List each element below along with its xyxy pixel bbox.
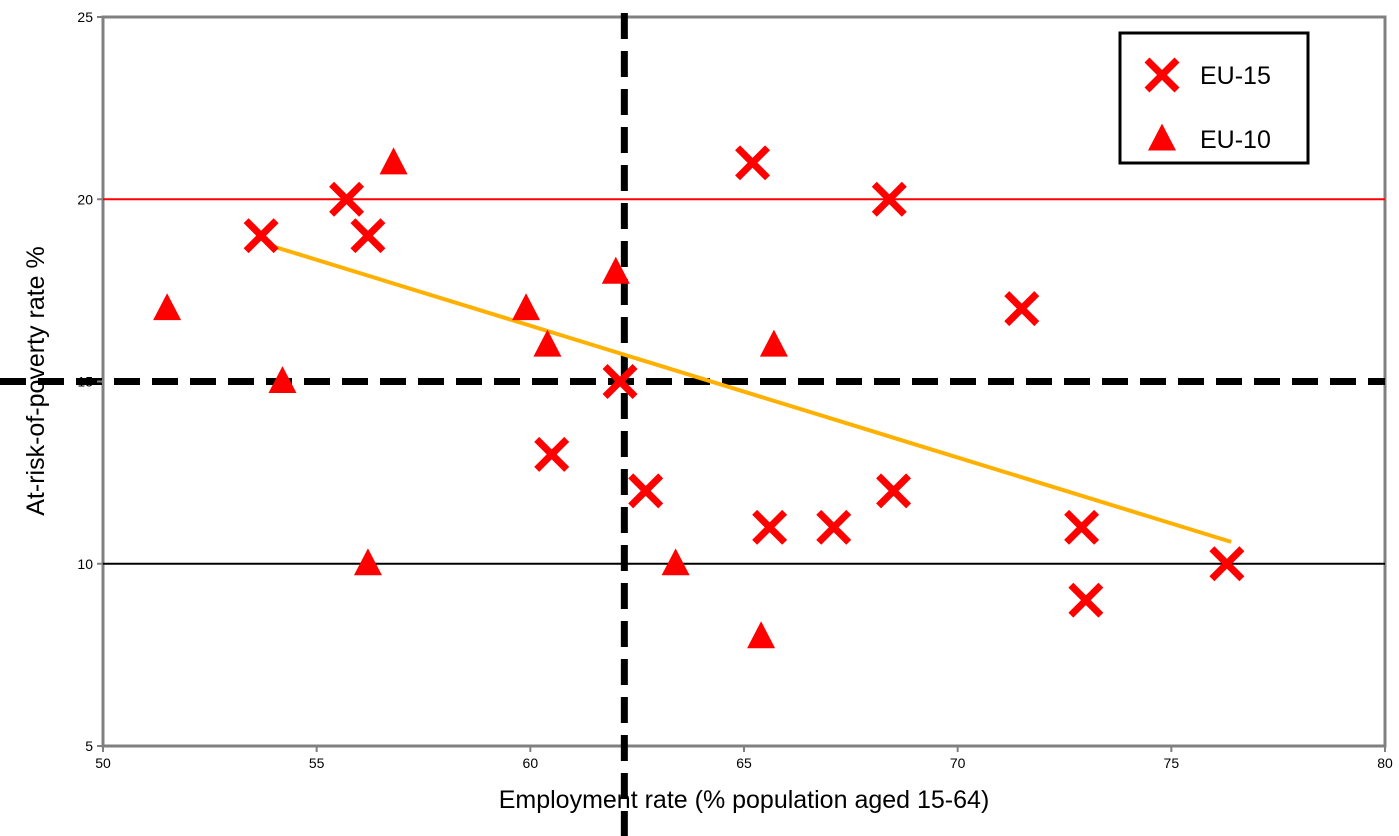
eu15-point bbox=[243, 218, 279, 254]
eu15-point bbox=[735, 145, 771, 181]
legend-box bbox=[1118, 31, 1310, 165]
eu10-point bbox=[601, 256, 630, 284]
data-points bbox=[153, 145, 1245, 649]
y-tick-label: 25 bbox=[77, 9, 93, 25]
x-marker-stroke bbox=[871, 181, 907, 217]
y-tick-label: 15 bbox=[77, 374, 93, 390]
x-marker-stroke bbox=[350, 218, 386, 254]
eu10-point bbox=[379, 147, 408, 175]
x-tick-label: 55 bbox=[309, 755, 325, 771]
eu15-point bbox=[1209, 546, 1245, 582]
eu15-point bbox=[876, 473, 912, 509]
x-marker-stroke bbox=[1004, 291, 1040, 327]
x-marker-stroke bbox=[1144, 57, 1180, 93]
x-marker-stroke bbox=[816, 509, 852, 545]
x-marker-stroke bbox=[876, 473, 912, 509]
eu10-point bbox=[512, 293, 541, 321]
x-tick-label: 70 bbox=[950, 755, 966, 771]
x-axis-ticks: 50 55 60 65 70 75 80 bbox=[95, 746, 1393, 771]
eu15-point bbox=[1004, 291, 1040, 327]
legend: EU-15 EU-10 bbox=[1118, 31, 1310, 165]
legend-label: EU-15 bbox=[1200, 62, 1271, 90]
eu15-point bbox=[534, 436, 570, 472]
y-tick-label: 20 bbox=[77, 191, 93, 207]
eu10-point bbox=[268, 366, 297, 394]
x-tick-label: 75 bbox=[1164, 755, 1180, 771]
eu15-point bbox=[329, 181, 365, 217]
trendline bbox=[273, 244, 1232, 544]
legend-marker-eu15 bbox=[1144, 57, 1180, 93]
x-marker-stroke bbox=[1209, 546, 1245, 582]
eu15-point bbox=[602, 364, 638, 399]
y-tick-label: 10 bbox=[77, 556, 93, 572]
x-marker-stroke bbox=[735, 145, 771, 181]
y-axis-ticks: 5 10 15 20 25 bbox=[77, 9, 103, 754]
x-marker-stroke bbox=[534, 436, 570, 472]
legend-items: EU-15 EU-10 bbox=[1144, 57, 1271, 154]
eu15-point bbox=[350, 218, 386, 254]
eu10-point bbox=[661, 548, 690, 576]
legend-marker-eu10 bbox=[1148, 123, 1176, 151]
eu10-point bbox=[747, 621, 776, 649]
x-marker-stroke bbox=[752, 509, 788, 545]
legend-label: EU-10 bbox=[1200, 126, 1271, 154]
trendline-group bbox=[273, 244, 1232, 544]
y-axis-title: At-risk-of-poverty rate % bbox=[22, 246, 50, 516]
x-marker-stroke bbox=[1068, 582, 1104, 618]
eu15-point bbox=[871, 181, 907, 217]
x-marker-stroke bbox=[602, 364, 638, 399]
eu15-point bbox=[1068, 582, 1104, 618]
eu15-point bbox=[1064, 509, 1100, 545]
x-marker-stroke bbox=[628, 473, 664, 509]
eu15-point bbox=[628, 473, 664, 509]
eu10-point bbox=[353, 548, 382, 576]
eu10-point bbox=[533, 329, 562, 357]
x-marker-stroke bbox=[1064, 509, 1100, 545]
eu15-point bbox=[816, 509, 852, 545]
eu10-point bbox=[153, 293, 182, 321]
x-marker-stroke bbox=[329, 181, 365, 217]
eu10-point bbox=[759, 329, 788, 357]
x-tick-label: 50 bbox=[95, 755, 111, 771]
x-tick-label: 80 bbox=[1377, 755, 1393, 771]
x-marker-stroke bbox=[243, 218, 279, 254]
x-axis-title: Employment rate (% population aged 15-64… bbox=[499, 786, 990, 814]
y-tick-label: 5 bbox=[85, 738, 93, 754]
eu15-point bbox=[752, 509, 788, 545]
x-tick-label: 60 bbox=[523, 755, 539, 771]
reference-lines bbox=[0, 13, 1385, 836]
x-tick-label: 65 bbox=[736, 755, 752, 771]
